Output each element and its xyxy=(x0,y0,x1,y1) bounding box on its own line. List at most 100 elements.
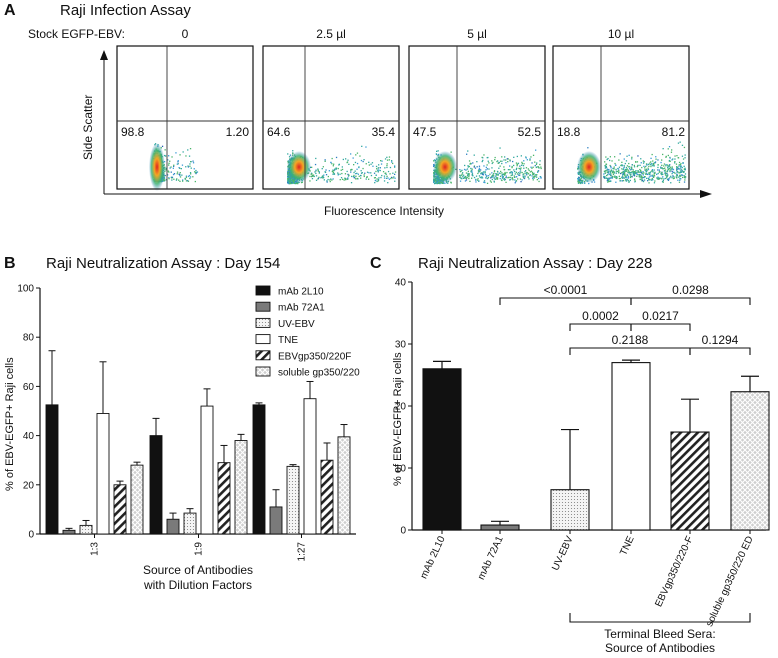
flow-dot xyxy=(579,179,581,182)
flow-dot xyxy=(503,173,505,176)
flow-dot xyxy=(633,175,636,177)
flow-dot xyxy=(474,167,477,169)
flow-dot xyxy=(683,176,686,178)
flow-dot xyxy=(447,182,449,184)
flow-dot xyxy=(633,173,636,175)
flow-dot xyxy=(629,171,631,174)
c-comparison-bracket xyxy=(689,347,751,355)
flow-dot xyxy=(161,145,164,147)
flow-dot xyxy=(647,180,649,182)
flow-dot xyxy=(530,166,532,168)
flow-dot xyxy=(642,172,644,174)
flow-dot xyxy=(290,181,293,184)
flow-dot xyxy=(623,164,625,167)
flow-dot xyxy=(195,172,197,175)
b-legend-label: mAb 72A1 xyxy=(278,303,325,314)
dose-label: 5 µl xyxy=(467,27,487,41)
flow-dot xyxy=(506,158,508,160)
flow-dot xyxy=(656,177,658,179)
flow-dot xyxy=(180,168,182,170)
flow-dot xyxy=(522,173,524,176)
flow-dot xyxy=(450,182,452,184)
flow-dot xyxy=(636,173,638,175)
flow-dot xyxy=(485,174,487,176)
flow-dot xyxy=(634,171,637,174)
flow-dot xyxy=(499,165,501,167)
flow-dot xyxy=(622,168,624,171)
flow-dot xyxy=(318,176,320,178)
flow-dot xyxy=(621,180,623,182)
c-x-tick-label: TNE xyxy=(618,534,637,557)
flow-dot xyxy=(624,174,626,176)
flow-dot xyxy=(337,172,339,174)
flow-dot xyxy=(658,177,660,179)
flow-dot xyxy=(490,181,492,183)
flow-dot xyxy=(468,177,470,180)
flow-dot xyxy=(628,166,630,168)
flow-dot xyxy=(287,175,289,178)
flow-plot-frame xyxy=(552,45,690,190)
flow-dot xyxy=(578,177,581,179)
flow-dot xyxy=(295,182,297,185)
flow-dot xyxy=(473,154,475,156)
flow-dot xyxy=(482,171,485,173)
flow-dot xyxy=(512,177,514,179)
flow-dot xyxy=(678,176,680,178)
flow-dot xyxy=(368,178,370,180)
flow-dot xyxy=(496,174,498,176)
flow-dot xyxy=(528,169,530,171)
c-p-value: <0.0001 xyxy=(544,283,588,297)
b-x-tick-label: 1:3 xyxy=(90,542,101,556)
flow-dot xyxy=(626,169,628,171)
flow-dot xyxy=(515,168,517,171)
flow-dot xyxy=(312,175,314,177)
flow-dot xyxy=(653,175,656,177)
flow-dot xyxy=(639,168,641,171)
flow-dot xyxy=(493,175,495,177)
flow-dot xyxy=(492,174,494,177)
flow-dot xyxy=(678,181,681,183)
flow-dot xyxy=(510,171,512,173)
flow-dot xyxy=(347,178,349,180)
flow-dot xyxy=(536,174,538,176)
flow-dot xyxy=(653,165,655,167)
flow-dot xyxy=(363,159,365,161)
flow-dot xyxy=(636,161,639,163)
flow-dot xyxy=(497,173,499,175)
flow-dot xyxy=(651,163,653,165)
flow-dot xyxy=(509,165,511,167)
flow-dot xyxy=(652,171,654,173)
flow-dot xyxy=(478,167,481,169)
flow-dot xyxy=(653,164,655,166)
flow-dot xyxy=(609,172,611,174)
flow-dot xyxy=(175,152,177,154)
flow-dot xyxy=(662,173,664,175)
flow-dot xyxy=(648,165,650,167)
flow-dot xyxy=(436,179,438,181)
flow-dot xyxy=(350,171,352,173)
flow-dot xyxy=(667,165,669,167)
flow-dot xyxy=(521,161,523,163)
flow-dot xyxy=(459,176,461,178)
flow-dot xyxy=(394,171,397,173)
flow-dot xyxy=(604,172,607,174)
stock-label: Stock EGFP-EBV: xyxy=(28,27,125,41)
flow-dot xyxy=(523,173,525,175)
flow-dot xyxy=(628,171,630,173)
flow-dot xyxy=(435,153,437,155)
flow-dot xyxy=(509,178,512,181)
flow-dot xyxy=(437,150,439,152)
flow-dot xyxy=(663,168,665,170)
flow-dot xyxy=(462,175,464,178)
flow-dot xyxy=(642,174,644,176)
flow-dot xyxy=(516,155,518,158)
flow-plot-1: 2.5 µl 64.6 35.4 xyxy=(262,27,400,190)
flow-dot xyxy=(322,166,324,168)
flow-dot xyxy=(356,162,359,165)
flow-dot xyxy=(343,179,345,181)
flow-dot xyxy=(525,156,527,158)
flow-dot xyxy=(515,180,518,182)
flow-dot xyxy=(609,164,611,167)
flow-dot xyxy=(606,177,608,179)
flow-dot xyxy=(478,165,481,167)
